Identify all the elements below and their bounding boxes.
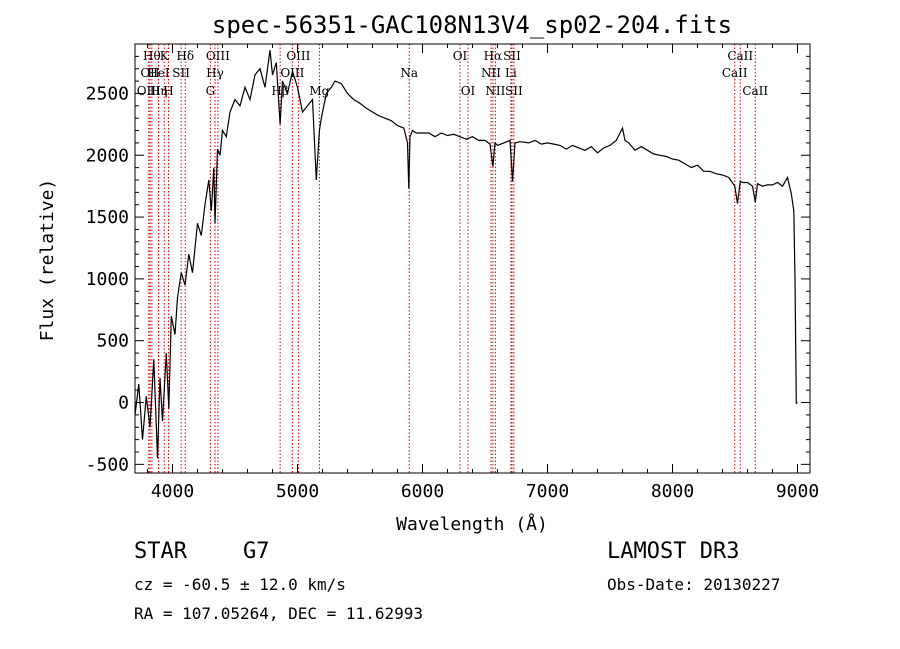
y-tick-label: 2000 [86,145,129,166]
object-subclass: G7 [243,539,270,564]
y-tick-label: 2500 [86,83,129,104]
x-tick-label: 9000 [776,481,819,502]
obs-date: Obs-Date: 20130227 [607,575,781,594]
x-tick-label: 8000 [651,481,694,502]
line-marker-label: OI [461,84,476,98]
line-marker-label: Hθ [143,49,161,63]
line-marker-label: NII [481,66,501,80]
line-marker-label: K [160,49,170,63]
line-marker-labels: HθOIIOIIIHηKHeIHSIIHδGHγOIIIHβOIIIOIIIMg… [137,49,769,98]
line-marker-label: SII [503,49,521,63]
line-marker-label: OI [453,49,468,63]
line-marker-label: CaII [722,66,748,80]
survey-name: LAMOST DR3 [607,539,740,564]
spectrum-line [134,50,798,459]
x-axis-label: Wavelength (Å) [396,513,548,535]
y-axis-label: Flux (relative) [37,179,58,342]
line-marker-label: NII [485,84,505,98]
line-markers [148,44,756,473]
x-tick-label: 7000 [526,481,569,502]
y-tick-label: 0 [118,393,129,414]
y-tick-label: 500 [96,331,129,352]
line-marker-label: H [163,84,173,98]
line-marker-label: Hγ [206,66,224,80]
line-marker-label: G [206,84,216,98]
y-tick-label: 1000 [86,269,129,290]
x-tick-label: 6000 [401,481,444,502]
y-tick-label: -500 [86,454,129,475]
coordinates: RA = 107.05264, DEC = 11.62993 [134,604,423,623]
y-tick-label: 1500 [86,207,129,228]
redshift-cz: cz = -60.5 ± 12.0 km/s [134,575,346,594]
line-marker-label: Li [505,66,517,80]
line-marker-label: HeI [147,66,170,80]
line-marker-label: CaII [727,49,753,63]
line-marker-label: OIII [206,49,230,63]
line-marker-label: Na [400,66,418,80]
plot-frame [134,43,811,474]
x-tick-label: 5000 [276,481,319,502]
line-marker-label: OIII [137,84,161,98]
line-marker-label: SII [172,66,190,80]
line-marker-label: OII [140,66,160,80]
line-marker-label: Hα [484,49,503,63]
axes: 4000 5000 6000 7000 8000 9000 -500 0 500 1000 1500… [86,44,819,502]
line-marker-label: Mg [309,84,329,98]
line-marker-label: Hη [150,84,168,98]
line-marker-label: SII [505,84,523,98]
object-class: STAR [134,539,187,564]
line-marker-label: OIII [286,49,310,63]
line-marker-label: CaII [742,84,768,98]
chart-title: spec-56351-GAC108N13V4_sp02-204.fits [212,11,732,39]
x-tick-label: 4000 [151,481,194,502]
line-marker-label: Hδ [176,49,194,63]
